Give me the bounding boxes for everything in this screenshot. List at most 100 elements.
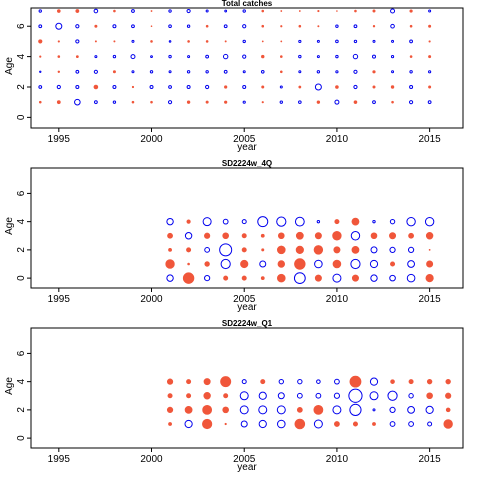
bubble-negative — [389, 406, 396, 413]
bubble-positive — [203, 378, 211, 386]
bubble-positive — [332, 231, 342, 241]
bubble-negative — [224, 9, 228, 13]
y-tick-label: 6 — [16, 23, 27, 29]
bubble-positive — [167, 232, 173, 239]
bubble-negative — [204, 275, 211, 282]
bubble-negative — [277, 392, 285, 400]
bubbles-sd2224w-4q — [165, 216, 435, 285]
bubble-positive — [167, 393, 173, 399]
bubble-negative — [335, 54, 339, 59]
bubble-negative — [370, 246, 378, 254]
bubble-negative — [296, 392, 303, 399]
bubble-negative — [350, 231, 361, 241]
bubble-negative — [314, 83, 322, 91]
bubble-negative — [259, 260, 267, 268]
bubble-negative — [38, 85, 43, 89]
bubble-positive — [391, 100, 394, 104]
bubble-positive — [426, 392, 433, 400]
bubble-positive — [372, 422, 376, 426]
bubble-negative — [297, 378, 303, 385]
y-axis-label: Age — [4, 57, 15, 75]
bubble-positive — [445, 407, 451, 413]
plot-frame-sd2224w-4q — [30, 167, 464, 289]
bubble-positive — [296, 406, 303, 413]
bubble-positive — [186, 247, 192, 253]
bubble-negative — [278, 378, 284, 385]
bubble-positive — [354, 9, 357, 13]
bubble-positive — [94, 24, 98, 28]
bubble-negative — [202, 217, 212, 227]
bubble-positive — [113, 9, 116, 13]
bubble-negative — [369, 391, 379, 401]
bubble-negative — [75, 69, 80, 74]
bubble-positive — [428, 85, 432, 89]
bubble-positive — [112, 70, 116, 74]
bubble-negative — [75, 84, 80, 89]
bubble-positive — [426, 378, 433, 385]
plot-frame-sd2224w-q1 — [30, 327, 464, 449]
bubble-negative — [387, 390, 398, 401]
bubble-negative — [369, 259, 379, 269]
bubble-positive — [261, 85, 265, 89]
bubble-negative — [166, 274, 174, 282]
bubble-negative — [131, 70, 135, 74]
x-tick-label: 2010 — [326, 454, 349, 465]
bubble-negative — [334, 99, 340, 105]
bubble-positive — [261, 248, 265, 252]
x-tick-label: 2005 — [233, 134, 256, 145]
bubble-negative — [390, 8, 396, 14]
bubble-positive — [168, 422, 172, 426]
bubble-positive — [294, 258, 306, 270]
x-tick-label: 1995 — [48, 454, 71, 465]
bubble-positive — [425, 232, 434, 240]
bubble-positive — [351, 245, 360, 254]
x-tick-label: 2000 — [140, 294, 163, 305]
bubble-positive — [39, 55, 42, 58]
bubble-negative — [391, 39, 395, 43]
bubble-positive — [445, 392, 452, 399]
bubble-positive — [372, 9, 376, 13]
bubble-negative — [223, 69, 228, 74]
bubble-negative — [409, 70, 413, 74]
y-tick-label: 2 — [16, 84, 27, 90]
bubble-positive — [372, 70, 376, 74]
bubble-positive — [205, 40, 209, 43]
x-tick-label: 2000 — [140, 134, 163, 145]
bubble-negative — [130, 54, 136, 60]
bubble-positive — [261, 24, 265, 28]
bubble-positive — [336, 10, 338, 12]
y-tick-label: 6 — [16, 350, 27, 356]
bubble-positive — [131, 85, 135, 89]
bubble-negative — [276, 216, 287, 227]
bubble-negative — [149, 84, 154, 89]
bubble-positive — [335, 85, 339, 89]
bubble-positive — [316, 100, 321, 104]
bubble-positive — [205, 100, 209, 104]
bubble-negative — [184, 232, 193, 240]
bubble-positive — [224, 85, 228, 89]
bubble-positive — [313, 245, 324, 255]
bubble-negative — [205, 54, 210, 59]
bubble-positive — [425, 274, 434, 283]
bubble-negative — [352, 53, 359, 60]
y-tick-label: 4 — [16, 378, 27, 384]
bubble-positive — [334, 219, 340, 225]
bubble-positive — [187, 262, 190, 266]
bubble-negative — [112, 100, 117, 104]
bubble-positive — [280, 40, 283, 43]
bubble-positive — [333, 246, 341, 254]
bubble-negative — [409, 84, 414, 89]
bubble-negative — [204, 246, 211, 253]
bubble-positive — [93, 84, 99, 90]
x-tick-label: 2000 — [140, 454, 163, 465]
bubble-negative — [314, 259, 323, 269]
x-tick-label: 2015 — [419, 134, 442, 145]
bubble-positive — [428, 55, 432, 59]
bubble-positive — [426, 260, 434, 268]
bubble-negative — [372, 408, 376, 412]
bubble-negative — [222, 218, 229, 225]
bubble-positive — [298, 85, 302, 89]
bubble-negative — [313, 419, 323, 429]
y-tick-label: 4 — [16, 53, 27, 59]
